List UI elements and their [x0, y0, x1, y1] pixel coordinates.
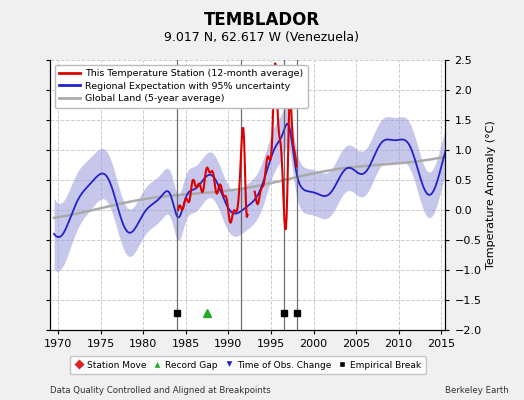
Text: Data Quality Controlled and Aligned at Breakpoints: Data Quality Controlled and Aligned at B… [50, 386, 270, 395]
Legend: This Temperature Station (12-month average), Regional Expectation with 95% uncer: This Temperature Station (12-month avera… [54, 65, 308, 108]
Text: 9.017 N, 62.617 W (Venezuela): 9.017 N, 62.617 W (Venezuela) [165, 31, 359, 44]
Text: Berkeley Earth: Berkeley Earth [444, 386, 508, 395]
Legend: Station Move, Record Gap, Time of Obs. Change, Empirical Break: Station Move, Record Gap, Time of Obs. C… [70, 356, 425, 374]
Y-axis label: Temperature Anomaly (°C): Temperature Anomaly (°C) [486, 121, 496, 269]
Text: TEMBLADOR: TEMBLADOR [204, 11, 320, 29]
